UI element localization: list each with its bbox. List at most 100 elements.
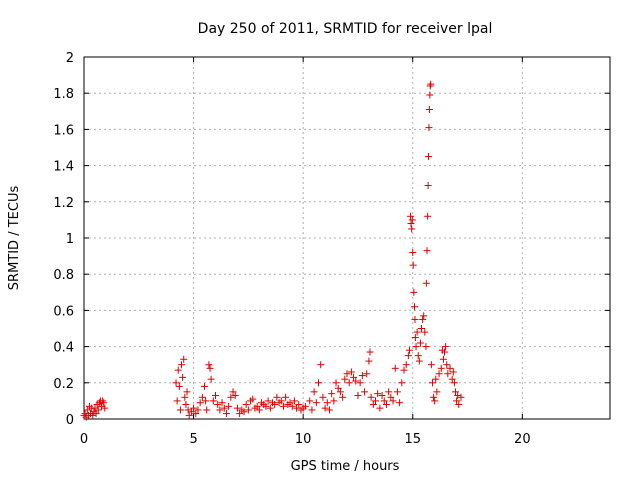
data-point: [385, 388, 393, 396]
data-point: [441, 348, 449, 356]
data-point: [356, 379, 364, 387]
data-point: [345, 379, 353, 387]
data-point: [409, 248, 417, 256]
data-point: [282, 393, 290, 401]
data-point: [181, 393, 189, 401]
y-tick-label: 0: [66, 413, 74, 428]
data-point: [411, 315, 419, 323]
data-point: [422, 279, 430, 287]
data-point: [409, 261, 417, 269]
data-point: [323, 399, 331, 407]
data-point: [444, 370, 452, 378]
data-point: [354, 391, 362, 399]
data-point: [453, 397, 461, 405]
data-point: [405, 346, 413, 354]
data-point: [214, 401, 222, 409]
y-tick-label: 1.6: [53, 123, 74, 138]
x-tick-label: 0: [80, 432, 88, 447]
data-point: [201, 382, 209, 390]
plot-frame: [83, 56, 611, 420]
data-point: [389, 397, 397, 405]
x-tick-label: 15: [404, 432, 421, 447]
data-point: [325, 406, 333, 414]
data-point: [202, 397, 210, 405]
y-tick-label: 2: [66, 51, 74, 66]
data-point: [266, 404, 274, 412]
data-point: [404, 352, 412, 360]
data-point: [425, 105, 433, 113]
y-tick-label: 0.2: [53, 377, 74, 392]
data-point: [206, 364, 214, 372]
data-point: [172, 379, 180, 387]
data-point: [98, 402, 106, 410]
y-tick-label: 0.8: [53, 268, 74, 283]
data-point: [233, 404, 241, 412]
y-tick-label: 0.6: [53, 304, 74, 319]
y-tick-label: 1.8: [53, 87, 74, 102]
data-point: [332, 379, 340, 387]
y-tick-label: 1.4: [53, 160, 74, 175]
data-point: [454, 391, 462, 399]
data-point: [187, 408, 195, 416]
data-point: [100, 399, 108, 407]
data-point: [432, 375, 440, 383]
data-point: [343, 370, 351, 378]
data-point: [431, 397, 439, 405]
x-tick-label: 20: [514, 432, 531, 447]
data-point: [212, 391, 219, 399]
data-point: [424, 212, 432, 220]
data-point: [249, 395, 257, 403]
data-point: [321, 404, 329, 412]
y-tick-label: 1.2: [53, 196, 74, 211]
data-point: [413, 328, 421, 336]
data-point: [341, 375, 349, 383]
data-point: [455, 401, 463, 409]
data-point: [99, 397, 107, 405]
data-point: [295, 401, 303, 409]
data-point: [225, 402, 233, 410]
data-point: [315, 379, 323, 387]
data-point: [306, 397, 314, 405]
data-point: [205, 361, 213, 369]
data-point: [407, 212, 415, 220]
data-point: [207, 375, 215, 383]
axis-ticks: 00.20.40.60.811.21.41.61.820 5 10 15 20: [53, 51, 610, 447]
data-point: [391, 364, 399, 372]
data-point: [411, 303, 419, 311]
data-point: [184, 406, 192, 414]
data-point: [240, 408, 248, 416]
data-point: [371, 397, 379, 405]
data-point: [457, 393, 465, 401]
data-point: [182, 401, 190, 409]
data-point: [374, 390, 382, 398]
chart-title: Day 250 of 2011, SRMTID for receiver lpa…: [198, 21, 493, 37]
data-point: [430, 393, 438, 401]
data-point: [412, 343, 420, 351]
data-point: [262, 402, 270, 410]
data-point: [310, 388, 318, 396]
data-point: [179, 373, 187, 381]
data-point: [286, 399, 294, 407]
data-point: [190, 404, 198, 412]
data-point: [301, 402, 309, 410]
data-point: [352, 377, 360, 385]
data-point: [216, 406, 224, 414]
data-point: [408, 216, 416, 224]
data-point: [427, 80, 435, 88]
data-point: [411, 334, 419, 342]
data-point: [192, 410, 200, 418]
data-point: [319, 393, 327, 401]
data-point: [350, 373, 358, 381]
data-point: [334, 384, 342, 392]
data-point: [336, 388, 344, 396]
y-tick-label: 0.4: [53, 341, 74, 356]
data-point: [229, 388, 237, 396]
data-point: [410, 288, 418, 296]
data-point: [183, 388, 191, 396]
data-point: [255, 406, 263, 414]
data-point: [94, 406, 102, 414]
data-point: [180, 355, 188, 363]
data-point: [290, 397, 298, 405]
y-axis-label: SRMTID / TECUs: [7, 186, 22, 291]
